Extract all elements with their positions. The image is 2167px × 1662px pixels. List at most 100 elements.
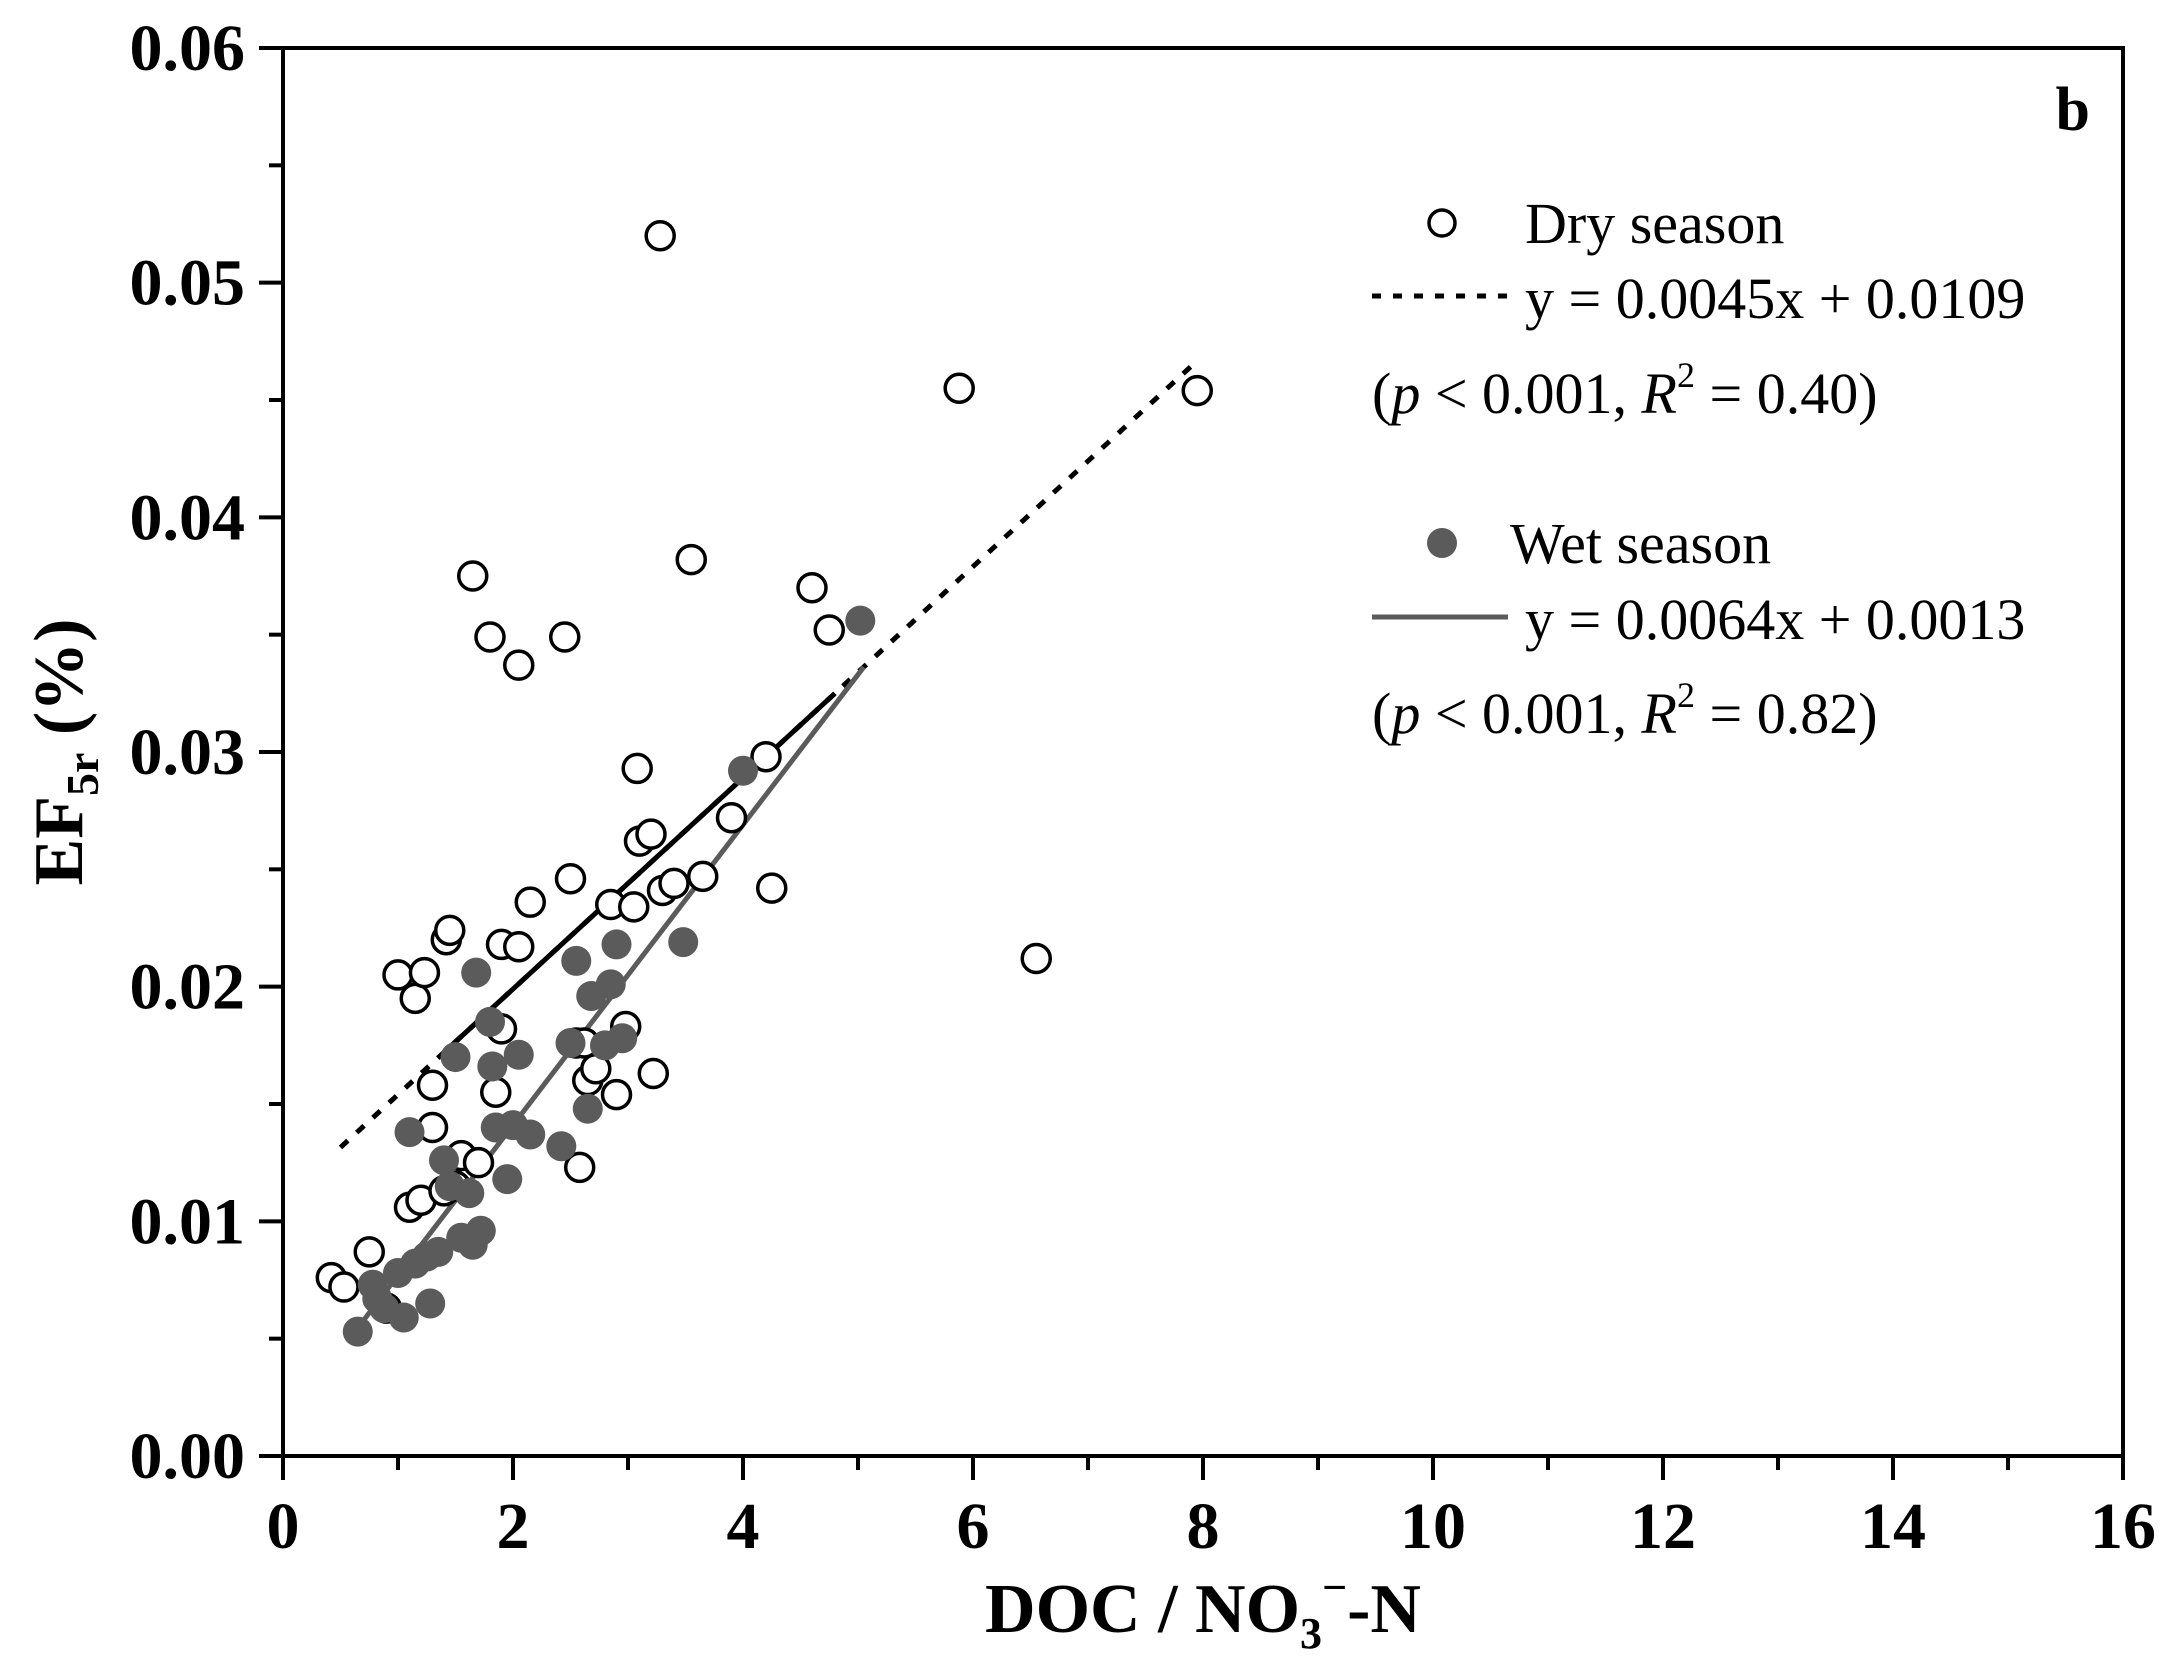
dry-season-point xyxy=(637,1057,670,1090)
wet-season-point xyxy=(465,1215,496,1246)
legend-dry-label: Dry season xyxy=(1525,191,1784,256)
x-axis-title: DOC / NO3−-N xyxy=(985,1563,1421,1658)
wet-season-points xyxy=(342,605,876,1347)
dry-season-point xyxy=(715,801,748,834)
dry-season-point xyxy=(399,982,431,1015)
dry-season-point xyxy=(514,886,546,918)
y-tick-label: 0.06 xyxy=(130,12,246,85)
dry-season-point xyxy=(554,862,587,895)
wet-season-point xyxy=(561,945,592,976)
dry-season-point xyxy=(503,931,535,963)
legend-dry-marker xyxy=(1427,208,1457,238)
dry-season-point xyxy=(563,1151,596,1184)
dry-season-point xyxy=(1181,374,1213,407)
x-tick-label: 0 xyxy=(267,1490,300,1563)
y-tick-label: 0.01 xyxy=(130,1185,246,1258)
dry-season-point xyxy=(675,543,707,576)
wet-season-point xyxy=(477,1051,508,1082)
dry-season-point xyxy=(621,752,653,785)
legend-wet-stats-r-exp: 2 xyxy=(1677,675,1695,715)
dry-season-point xyxy=(328,1271,360,1303)
wet-season-point xyxy=(515,1119,546,1150)
wet-season-point xyxy=(415,1288,446,1319)
x-tick-label: 14 xyxy=(1860,1490,1926,1563)
dry-season-point xyxy=(687,860,719,893)
wet-season-point xyxy=(668,927,699,958)
legend-wet-stats-p: p xyxy=(1387,681,1420,746)
legend-dry-stats-p: p xyxy=(1387,361,1420,426)
wet-season-point xyxy=(475,1006,505,1037)
dry-season-point xyxy=(462,1146,495,1179)
legend-dry-stats-open: ( xyxy=(1372,361,1391,426)
legend-wet-label: Wet season xyxy=(1510,511,1771,576)
legend-dry-fit-stats: (p < 0.001, R2 = 0.40) xyxy=(1372,355,1878,426)
legend-dry-stats-r-exp: 2 xyxy=(1677,355,1695,395)
dry-season-point xyxy=(644,219,676,252)
x-tick-label: 8 xyxy=(1187,1490,1220,1563)
y-tick-label: 0.04 xyxy=(130,481,246,554)
dry-season-point xyxy=(796,571,828,604)
x-tick-label: 2 xyxy=(497,1490,530,1563)
wet-season-point xyxy=(429,1145,459,1176)
dry-season-point xyxy=(416,1069,449,1101)
x-axis-title-sup: − xyxy=(1322,1563,1347,1612)
x-tick-label: 12 xyxy=(1630,1490,1696,1563)
dry-season-point xyxy=(600,1078,633,1111)
y-tick-label: 0.00 xyxy=(130,1420,246,1493)
wet-season-point xyxy=(845,605,876,636)
wet-season-point xyxy=(503,1039,534,1070)
x-axis-title-main: DOC / NO xyxy=(985,1571,1300,1648)
wet-season-point xyxy=(440,1042,471,1073)
axis-tick-labels: 0 2 4 6 8 10 12 14 16 0.00 0.01 0.02 0.03 0.04 0.05 0.0… xyxy=(130,12,2157,1563)
y-tick-label: 0.05 xyxy=(130,247,246,320)
dry-season-point xyxy=(1020,942,1052,975)
dry-season-point xyxy=(480,1076,512,1109)
legend-dry-stats-rvalue: = 0.40) xyxy=(1695,361,1878,426)
wet-season-point xyxy=(546,1131,577,1162)
wet-season-point xyxy=(342,1316,373,1347)
dry-season-point xyxy=(353,1236,385,1268)
y-axis-title: EF5r (%) xyxy=(21,619,108,886)
dry-season-point xyxy=(503,649,535,681)
x-tick-label: 6 xyxy=(957,1490,990,1563)
legend-wet-stats-rvalue: = 0.82) xyxy=(1695,681,1878,746)
x-tick-label: 16 xyxy=(2090,1490,2156,1563)
wet-season-point xyxy=(601,929,632,960)
wet-season-point xyxy=(595,969,626,1000)
wet-season-point xyxy=(607,1023,638,1054)
legend-dry-stats-pvalue: < 0.001, xyxy=(1420,361,1641,426)
legend-wet-fit-stats: (p < 0.001, R2 = 0.82) xyxy=(1372,675,1878,746)
wet-season-point xyxy=(728,755,758,786)
wet-season-point xyxy=(492,1164,523,1195)
x-tick-label: 10 xyxy=(1400,1490,1466,1563)
legend-wet-marker xyxy=(1427,528,1457,558)
wet-season-point xyxy=(555,1027,586,1058)
wet-season-point xyxy=(461,957,492,988)
panel-label: b xyxy=(2056,76,2090,144)
legend-wet-stats-open: ( xyxy=(1372,681,1391,746)
axis-ticks xyxy=(259,46,2125,1480)
dry-season-point xyxy=(756,872,788,904)
legend-dry-fit-equation: y = 0.0045x + 0.0109 xyxy=(1525,266,2025,331)
legend-wet-stats-r: R xyxy=(1641,681,1677,746)
dry-season-point xyxy=(635,818,667,850)
dry-season-point xyxy=(474,621,506,653)
wet-season-point xyxy=(423,1236,454,1267)
x-tick-label: 4 xyxy=(727,1490,760,1563)
wet-season-point xyxy=(394,1117,425,1148)
y-axis-title-sub: 5r xyxy=(57,753,108,796)
y-axis-title-tail: (%) xyxy=(21,619,98,753)
wet-season-point xyxy=(388,1302,419,1333)
legend-dry-stats-r: R xyxy=(1641,361,1677,426)
dry-season-point xyxy=(408,956,441,989)
legend-wet-stats-pvalue: < 0.001, xyxy=(1420,681,1641,746)
dry-season-point xyxy=(750,740,782,773)
dry-season-point xyxy=(943,372,975,405)
dry-season-point xyxy=(813,614,845,646)
wet-season-point xyxy=(454,1178,485,1209)
x-axis-title-sub: 3 xyxy=(1300,1609,1322,1658)
dry-season-point xyxy=(549,621,581,653)
x-axis-title-tail: -N xyxy=(1347,1571,1421,1648)
plot-frame xyxy=(281,46,2125,1458)
